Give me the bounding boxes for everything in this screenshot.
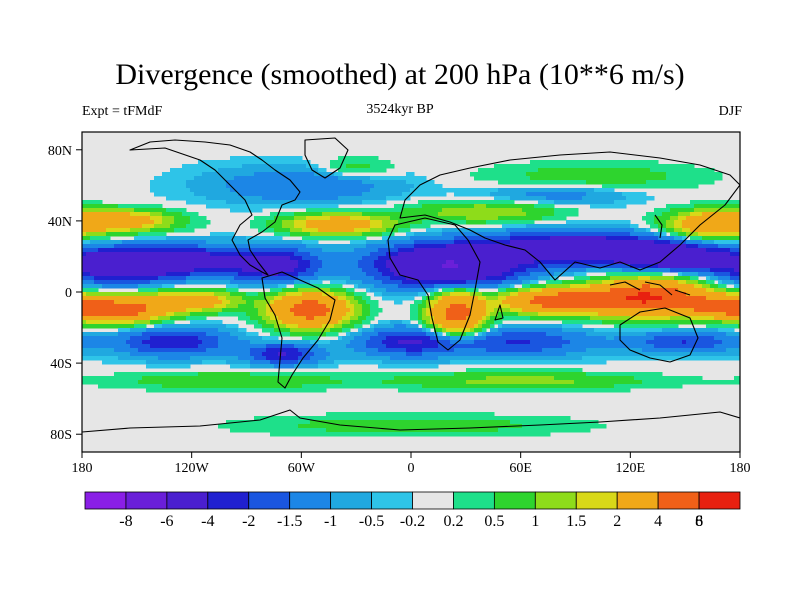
experiment-label: Expt = tFMdF <box>82 104 163 119</box>
colorbar-swatch <box>493 491 536 510</box>
coastline-antarctica <box>82 409 740 433</box>
latitude-ticks: 80N 40N 0 40S 80S <box>48 144 82 443</box>
lon-tick-label: 120E <box>616 461 646 476</box>
colorbar-swatch <box>207 491 250 510</box>
colorbar: -8 -6 -4 -2 -1.5 -1 -0.5 -0.2 0.2 0.5 1 1.5 2 4 68 <box>84 491 741 530</box>
colorbar-label: 1 <box>531 513 539 530</box>
coastline-north-america <box>129 139 301 276</box>
colorbar-label: 0.5 <box>484 513 504 530</box>
colorbar-label: -8 <box>119 513 132 530</box>
colorbar-swatch <box>84 491 127 510</box>
period-label: 3524kyr BP <box>366 102 434 117</box>
coastline-japan <box>654 214 663 239</box>
coastline-indonesia <box>609 281 691 296</box>
colorbar-label: 8 <box>695 513 703 530</box>
colorbar-label: -6 <box>160 513 173 530</box>
coastlines <box>82 137 740 433</box>
coastline-australia <box>619 307 699 363</box>
colorbar-label: -4 <box>201 513 214 530</box>
lat-tick-label: 40S <box>50 357 72 372</box>
lon-tick-label: 60W <box>288 461 316 476</box>
colorbar-swatch <box>453 491 495 510</box>
coastline-madagascar <box>494 304 504 321</box>
lat-tick-label: 40N <box>48 215 72 230</box>
longitude-ticks: 180 120W 60W 0 60E 120E 180 <box>72 452 751 476</box>
divergence-field <box>82 132 740 452</box>
colorbar-swatch <box>166 491 209 510</box>
colorbar-label: 6 <box>695 513 703 530</box>
lon-tick-label: 180 <box>730 461 751 476</box>
colorbar-swatch <box>248 491 291 510</box>
lat-tick-label: 80N <box>48 144 72 159</box>
colorbar-label: -2 <box>242 513 255 530</box>
colorbar-label: 1.5 <box>566 513 586 530</box>
coastline-africa <box>387 217 481 351</box>
colorbar-swatch <box>371 491 413 510</box>
colorbar-swatch <box>289 491 332 510</box>
colorbar-swatch <box>698 491 741 510</box>
lon-tick-label: 180 <box>72 461 93 476</box>
colorbar-label: 2 <box>613 513 621 530</box>
coastline-greenland <box>304 137 349 179</box>
colorbar-swatch <box>575 491 618 510</box>
colorbar-swatch <box>616 491 659 510</box>
colorbar-swatch <box>412 491 454 510</box>
colorbar-swatch <box>330 491 372 510</box>
lon-tick-label: 60E <box>509 461 532 476</box>
colorbar-swatch <box>657 491 700 510</box>
lon-tick-label: 0 <box>408 461 415 476</box>
colorbar-label: -0.5 <box>359 513 384 530</box>
plot-title: Divergence (smoothed) at 200 hPa (10**6 … <box>115 58 685 91</box>
lon-tick-label: 120W <box>175 461 210 476</box>
colorbar-label: -1 <box>324 513 337 530</box>
coastline-eurasia <box>399 151 740 281</box>
colorbar-swatch <box>534 491 577 510</box>
lat-tick-label: 80S <box>50 428 72 443</box>
colorbar-label: 0.2 <box>443 513 463 530</box>
colorbar-swatch <box>125 491 168 510</box>
colorbar-label: 4 <box>654 513 662 530</box>
coastline-south-america <box>261 271 336 389</box>
colorbar-label: -0.2 <box>400 513 425 530</box>
season-label: DJF <box>718 104 742 119</box>
colorbar-label: -1.5 <box>277 513 302 530</box>
lat-tick-label: 0 <box>65 286 72 301</box>
